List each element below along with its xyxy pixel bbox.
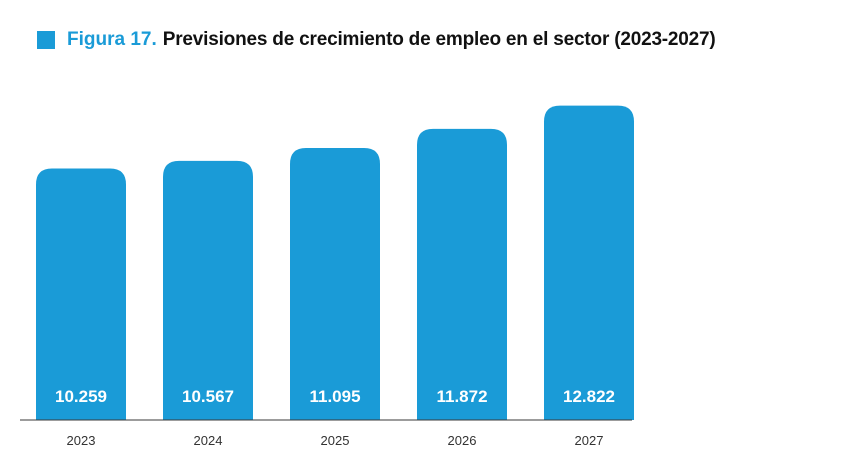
x-tick-labels: 2023 2024 2025 2026 2027 [67, 433, 604, 448]
figure-title: Previsiones de crecimiento de empleo en … [162, 29, 716, 50]
bar-value-label-2025: 11.095 [309, 387, 360, 406]
bar-value-label-2024: 10.567 [182, 387, 234, 406]
bar-2024 [163, 160, 253, 420]
x-tick-label-2025: 2025 [321, 433, 350, 448]
x-tick-label-2024: 2024 [194, 433, 223, 448]
bar-2027 [544, 105, 634, 421]
bar-2026 [417, 128, 507, 420]
figure-label: Figura 17. [67, 29, 157, 50]
bar-value-label-2026: 11.872 [436, 387, 487, 406]
bar-value-label-2023: 10.259 [55, 387, 107, 406]
x-tick-label-2027: 2027 [575, 433, 604, 448]
bars-layer: 10.259 10.567 11.095 11.872 12.822 [36, 105, 634, 421]
bar-value-label-2027: 12.822 [563, 387, 615, 406]
bar-2023 [36, 168, 126, 420]
figure-title-row: Figura 17. Previsiones de crecimiento de… [37, 29, 716, 51]
x-tick-label-2023: 2023 [67, 433, 96, 448]
bar-2025 [290, 147, 380, 420]
square-bullet-icon [37, 31, 55, 49]
x-tick-label-2026: 2026 [448, 433, 477, 448]
